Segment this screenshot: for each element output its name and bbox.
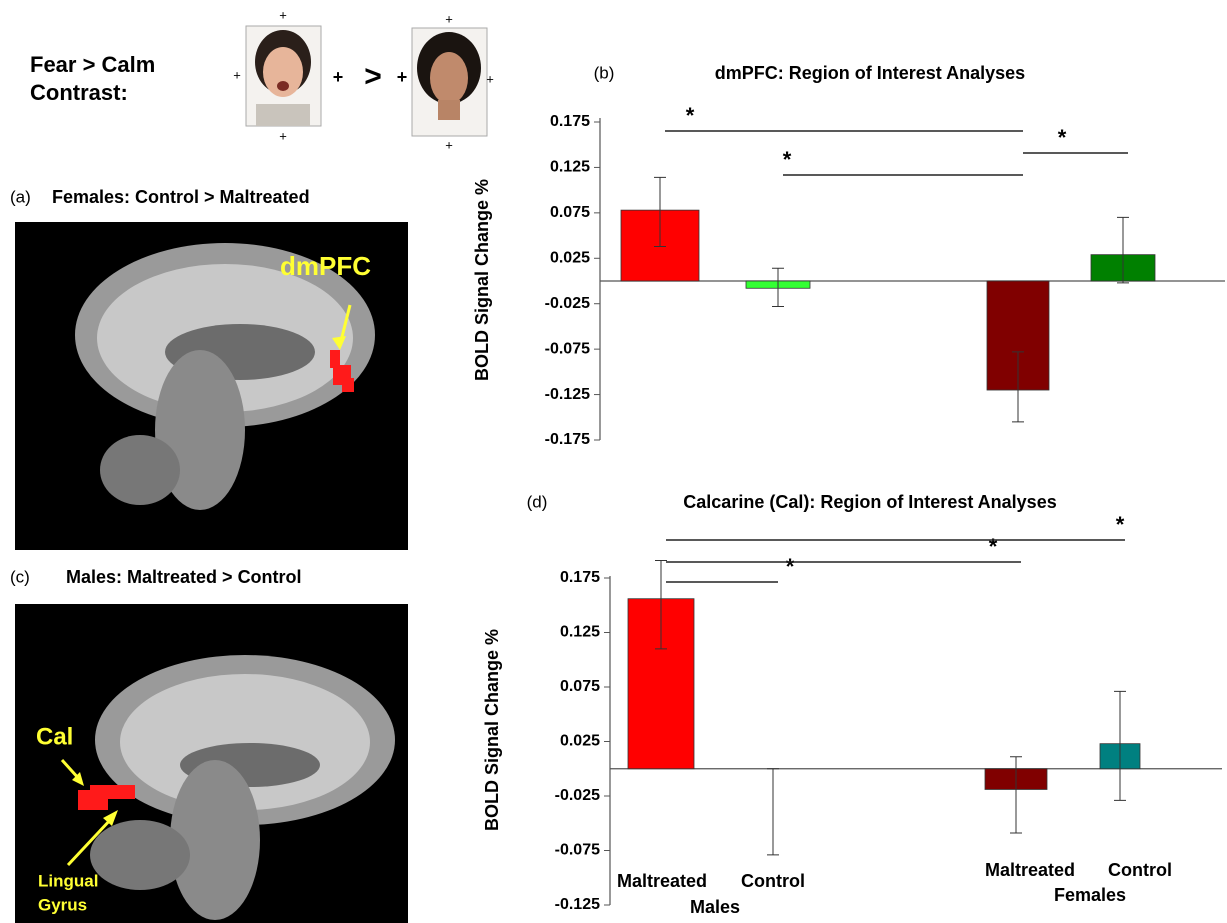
- group-label: Males: [690, 897, 740, 917]
- stimulus-label: Fear > Calm: [30, 52, 155, 77]
- fixation-cross: +: [279, 7, 287, 22]
- chart-title: Calcarine (Cal): Region of Interest Anal…: [683, 492, 1056, 512]
- y-tick-label: -0.125: [555, 896, 600, 913]
- chart-title: dmPFC: Region of Interest Analyses: [715, 63, 1025, 83]
- significance-star: *: [786, 554, 795, 579]
- region-label: Lingual: [38, 871, 98, 890]
- panel-title: Females: Control > Maltreated: [52, 187, 310, 207]
- y-tick-label: -0.025: [545, 295, 590, 312]
- chart-tag: (b): [594, 63, 615, 82]
- y-tick-label: 0.125: [560, 624, 600, 641]
- figure: Fear > Calm Contrast: + + + + + + + + > (a) Females:…: [0, 0, 1227, 923]
- y-tick-label: 0.025: [550, 250, 590, 267]
- significance-star: *: [1058, 125, 1067, 150]
- x-tick-label: Control: [1108, 860, 1172, 880]
- y-tick-label: 0.175: [550, 113, 590, 130]
- significance-star: *: [989, 534, 998, 559]
- y-tick-label: -0.025: [555, 787, 600, 804]
- region-label: Cal: [36, 723, 73, 750]
- group-label: Females: [1054, 885, 1126, 905]
- face-fear: [246, 26, 321, 126]
- fixation-cross: +: [333, 67, 344, 87]
- fixation-cross: +: [445, 11, 453, 26]
- region-label: dmPFC: [280, 251, 371, 281]
- significance-star: *: [686, 103, 695, 128]
- page: {"figure": { "stimulus": {"label_line1":…: [0, 0, 1227, 923]
- chart-tag: (d): [527, 492, 548, 511]
- y-tick-label: 0.125: [550, 159, 590, 176]
- error-bar: [767, 769, 779, 855]
- y-tick-label: -0.075: [555, 842, 600, 859]
- fixation-cross: +: [233, 67, 241, 82]
- y-tick-label: -0.175: [545, 431, 590, 448]
- x-tick-label: Maltreated: [985, 860, 1075, 880]
- y-axis-label: BOLD Signal Change %: [472, 179, 492, 381]
- y-tick-label: 0.075: [560, 678, 600, 695]
- y-tick-label: 0.075: [550, 204, 590, 221]
- fixation-cross: +: [397, 67, 408, 87]
- stimulus-label: Contrast:: [30, 80, 128, 105]
- fixation-cross: +: [486, 71, 494, 86]
- x-tick-label: Maltreated: [617, 871, 707, 891]
- region-label: Gyrus: [38, 895, 87, 914]
- significance-star: *: [1116, 512, 1125, 537]
- panel-tag: (c): [10, 567, 30, 586]
- y-tick-label: -0.125: [545, 386, 590, 403]
- face-calm: [412, 28, 487, 136]
- comparator: >: [364, 60, 382, 93]
- panel-title: Males: Maltreated > Control: [66, 567, 302, 587]
- significance-star: *: [783, 147, 792, 172]
- fixation-cross: +: [279, 128, 287, 143]
- fixation-cross: +: [445, 137, 453, 152]
- y-tick-label: -0.075: [545, 340, 590, 357]
- y-tick-label: 0.175: [560, 569, 600, 586]
- x-tick-label: Control: [741, 871, 805, 891]
- y-tick-label: 0.025: [560, 733, 600, 750]
- panel-tag: (a): [10, 187, 31, 206]
- y-axis-label: BOLD Signal Change %: [482, 629, 502, 831]
